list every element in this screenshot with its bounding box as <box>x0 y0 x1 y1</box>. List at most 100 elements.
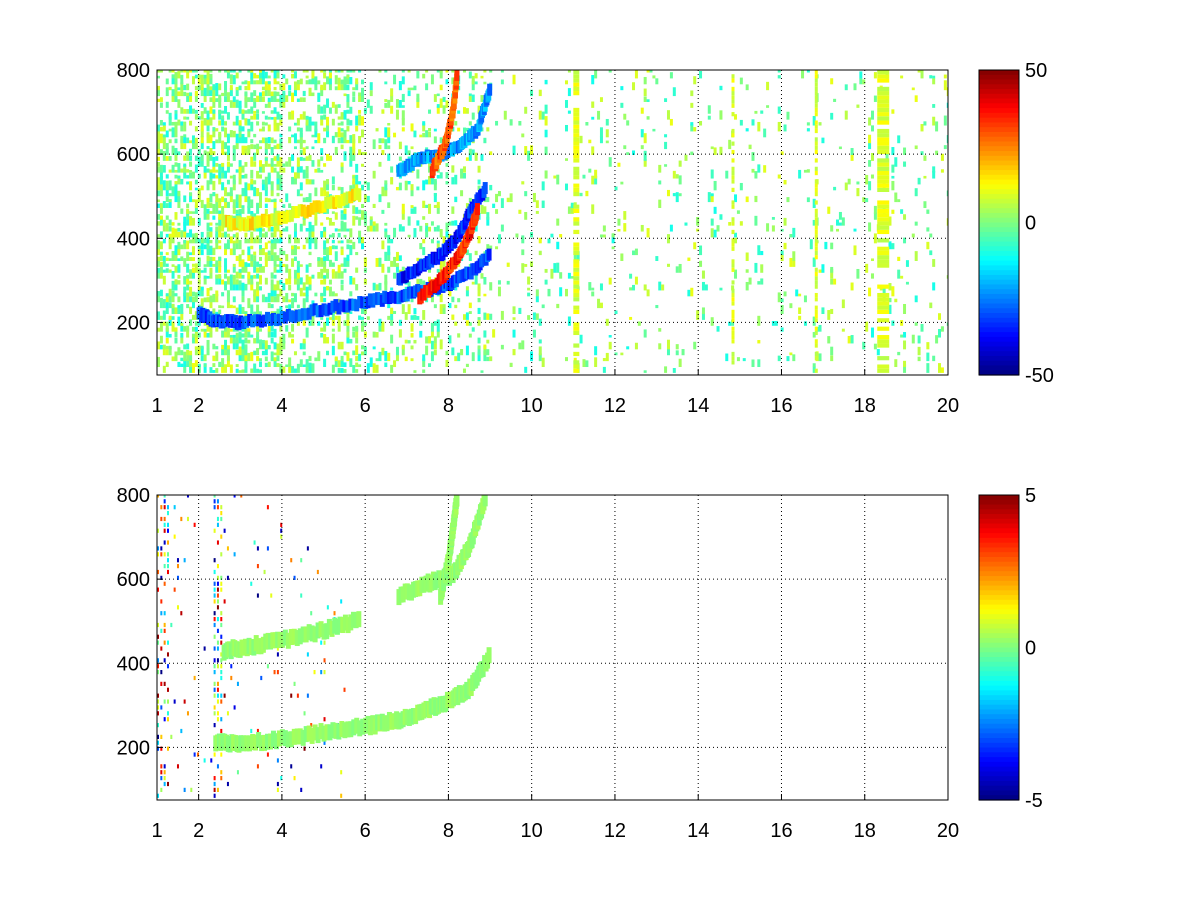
heatmap-cell <box>171 264 175 267</box>
heatmap-cell <box>209 222 213 226</box>
heatmap-cell <box>614 186 618 191</box>
colorbar-tick-label: -5 <box>1025 790 1043 812</box>
heatmap-cell <box>165 268 169 273</box>
heatmap-cell <box>339 299 345 312</box>
heatmap-cell <box>474 81 478 85</box>
heatmap-cell <box>868 222 872 232</box>
heatmap-cell <box>585 121 589 126</box>
heatmap-cell <box>353 188 359 201</box>
heatmap-cell <box>471 75 475 85</box>
heatmap-cell <box>544 116 548 126</box>
heatmap-cell <box>285 278 289 285</box>
heatmap-cell <box>232 296 236 303</box>
heatmap-cell <box>244 98 248 108</box>
heatmap-cell <box>643 96 647 102</box>
heatmap-cell <box>296 260 300 267</box>
heatmap-cell <box>253 98 257 102</box>
heatmap-cell <box>932 75 936 79</box>
heatmap-cell <box>582 359 586 368</box>
heatmap-cell <box>814 276 818 281</box>
heatmap-cell <box>573 221 580 226</box>
heatmap-cell <box>285 731 291 748</box>
heatmap-cell <box>877 99 890 104</box>
heatmap-cell <box>221 182 225 191</box>
heatmap-cell <box>599 283 603 291</box>
heatmap-cell <box>203 646 206 651</box>
heatmap-cell <box>296 118 300 126</box>
colorbar-tick-label: 5 <box>1025 485 1036 507</box>
heatmap-cell <box>684 154 688 161</box>
heatmap-cell <box>191 333 195 344</box>
heatmap-cell <box>760 110 764 114</box>
heatmap-cell <box>422 310 426 320</box>
heatmap-cell <box>291 628 297 645</box>
heatmap-cell <box>814 95 818 100</box>
heatmap-cell <box>241 369 245 373</box>
heatmap-cell <box>253 338 257 344</box>
heatmap-cell <box>177 258 181 261</box>
heatmap-cell <box>328 155 332 161</box>
heatmap-cell <box>200 355 204 362</box>
heatmap-cell <box>180 322 184 332</box>
heatmap-cell <box>163 552 166 557</box>
heatmap-cell <box>218 210 222 214</box>
heatmap-cell <box>841 299 845 309</box>
heatmap-cell <box>244 80 248 85</box>
heatmap-cell <box>238 208 242 214</box>
heatmap-cell <box>352 326 356 332</box>
heatmap-cell <box>439 172 443 179</box>
heatmap-cell <box>410 205 414 208</box>
colorbar-swatch <box>979 661 1019 668</box>
heatmap-cell <box>696 310 700 320</box>
heatmap-cell <box>398 99 402 108</box>
heatmap-cell <box>197 346 201 356</box>
heatmap-cell <box>276 81 280 85</box>
heatmap-cell <box>256 546 259 551</box>
heatmap-cell <box>605 129 609 138</box>
heatmap-cell <box>564 357 568 362</box>
heatmap-cell <box>436 201 440 208</box>
heatmap-cell <box>212 166 216 173</box>
heatmap-cell <box>337 137 341 144</box>
heatmap-cell <box>914 95 918 102</box>
heatmap-cell <box>232 240 236 244</box>
heatmap-cell <box>261 126 265 132</box>
heatmap-cell <box>224 96 228 102</box>
heatmap-cell <box>582 174 586 179</box>
heatmap-cell <box>605 118 609 126</box>
heatmap-cell <box>439 70 443 79</box>
heatmap-cell <box>209 176 213 185</box>
heatmap-cell <box>253 540 256 545</box>
heatmap-cell <box>220 670 223 675</box>
heatmap-cell <box>159 289 163 297</box>
heatmap-cell <box>296 169 300 179</box>
heatmap-cell <box>393 132 397 138</box>
heatmap-cell <box>320 115 324 120</box>
heatmap-cell <box>868 142 872 150</box>
heatmap-cell <box>602 234 606 238</box>
heatmap-cell <box>206 70 210 79</box>
heatmap-cell <box>395 99 399 108</box>
heatmap-cell <box>754 215 758 226</box>
heatmap-cell <box>273 342 277 350</box>
heatmap-cell <box>814 158 818 163</box>
heatmap-cell <box>748 277 752 285</box>
heatmap-cell <box>215 193 219 203</box>
heatmap-cell <box>372 139 376 150</box>
heatmap-cell <box>273 207 277 214</box>
heatmap-cell <box>757 359 761 368</box>
heatmap-cell <box>241 126 245 132</box>
heatmap-cell <box>891 243 895 250</box>
heatmap-cell <box>305 286 309 297</box>
heatmap-cell <box>157 177 160 185</box>
heatmap-cell <box>264 340 268 350</box>
heatmap-cell <box>701 281 705 291</box>
heatmap-cell <box>218 361 222 368</box>
x-tick-label: 14 <box>687 395 709 417</box>
heatmap-cell <box>390 88 394 97</box>
heatmap-cell <box>629 273 633 279</box>
heatmap-cell <box>264 252 268 256</box>
colorbar-swatch <box>979 251 1019 257</box>
heatmap-cell <box>509 362 513 368</box>
heatmap-cell <box>433 343 437 350</box>
